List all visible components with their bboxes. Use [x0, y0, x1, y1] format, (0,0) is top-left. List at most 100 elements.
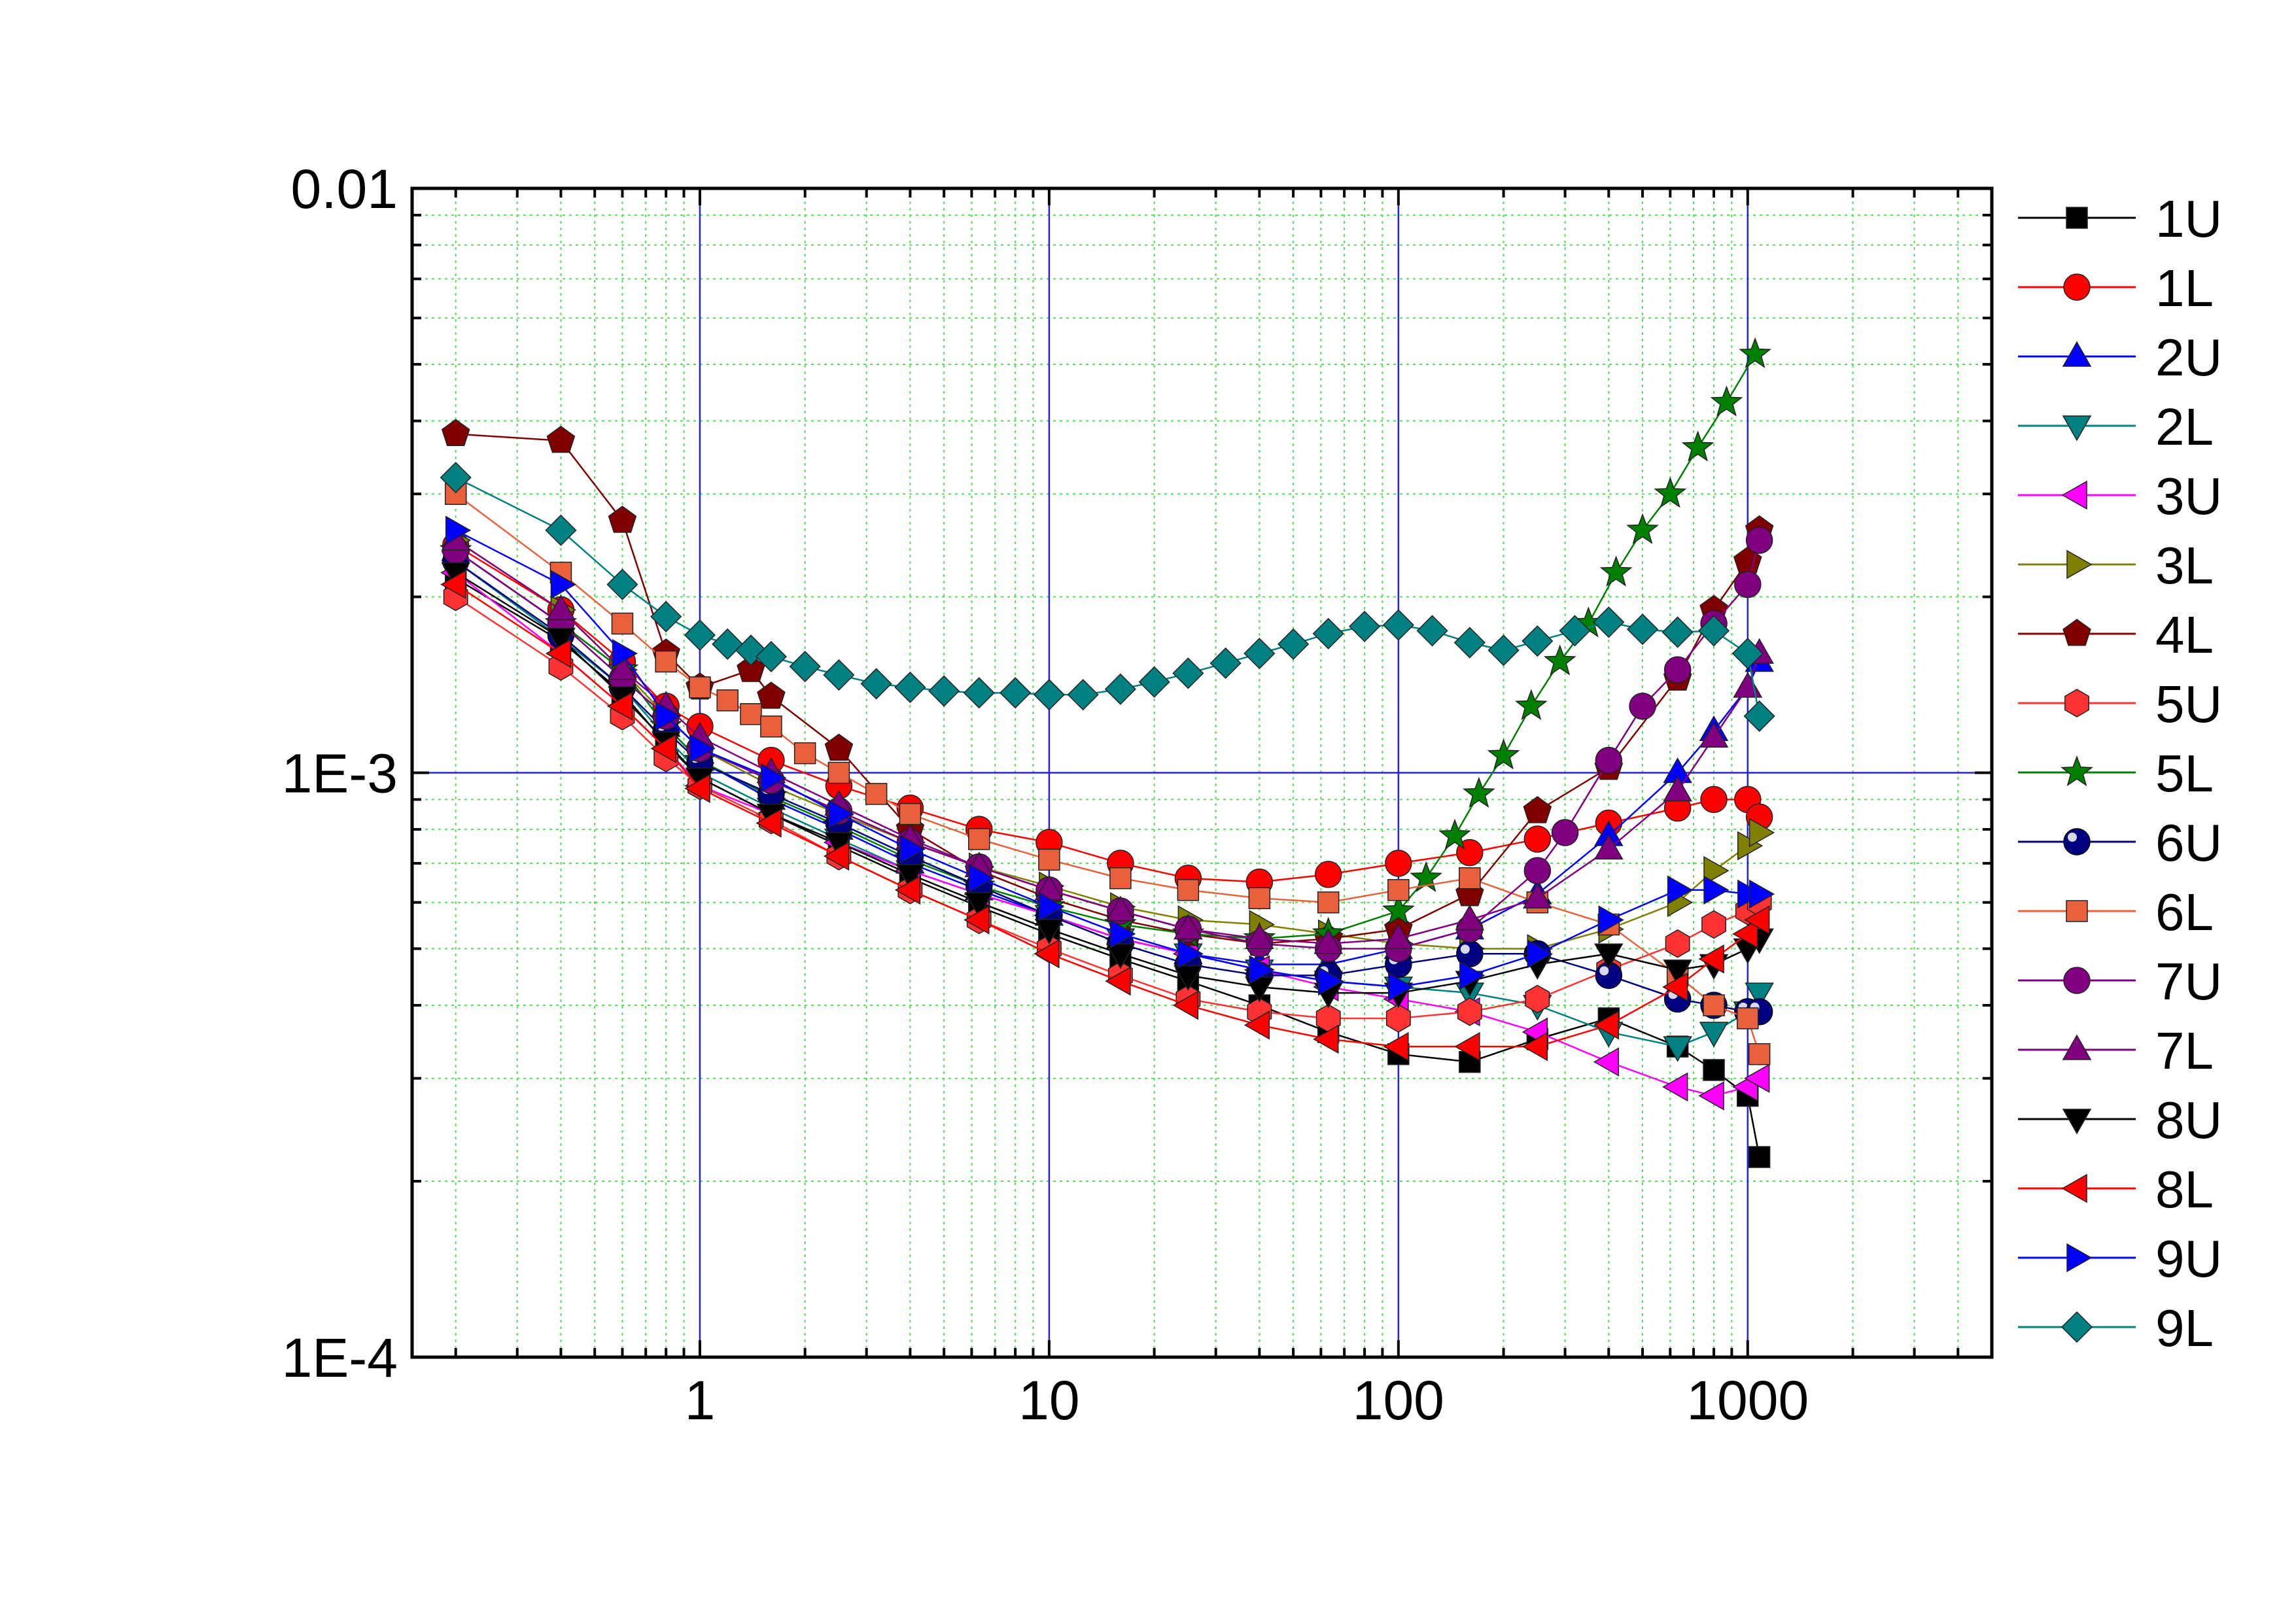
data-point-9L — [1661, 616, 1694, 648]
legend-marker — [2066, 549, 2093, 579]
axis-layer: 1 10 100 1000 1E-4 1E-3 0.01 — [282, 158, 1992, 1431]
legend-item-5L: 5L — [2018, 744, 2214, 803]
legend-marker — [2062, 619, 2091, 646]
x-tick-label: 10 — [1018, 1370, 1079, 1431]
data-point-5L — [1462, 776, 1495, 808]
data-point-8L — [1313, 1024, 1339, 1054]
data-point-9L — [1522, 625, 1554, 657]
data-point-9L — [1033, 679, 1065, 711]
data-point-6L — [899, 803, 922, 825]
data-point-7U — [1663, 656, 1692, 683]
data-point-9L — [1697, 615, 1730, 647]
legend-item-5U: 5U — [2018, 675, 2222, 733]
data-point-9L — [712, 628, 744, 660]
data-point-2L — [1699, 1022, 1729, 1048]
data-point-6L — [967, 828, 990, 850]
x-tick-label: 1 — [685, 1370, 716, 1431]
data-point-7L — [1313, 928, 1343, 954]
data-point-8U — [1594, 943, 1624, 969]
data-point-9L — [1000, 677, 1032, 709]
data-point-9U — [550, 570, 576, 599]
data-point-9U — [1177, 939, 1204, 969]
data-point-8L — [545, 638, 572, 668]
legend-marker — [2066, 900, 2088, 922]
data-point-4L — [757, 682, 786, 709]
legend-label: 9U — [2155, 1230, 2222, 1288]
data-point-6L — [827, 761, 850, 784]
legend-label: 8U — [2155, 1091, 2222, 1149]
legend-label: 8L — [2155, 1160, 2214, 1218]
legend-item-6U: 6U — [2018, 814, 2222, 872]
data-point-9L — [928, 675, 960, 707]
data-point-8L — [1383, 1031, 1409, 1062]
data-point-9L — [1312, 617, 1344, 649]
y-tick-label: 1E-4 — [282, 1327, 398, 1389]
data-point-1U — [1748, 1146, 1771, 1168]
data-point-5L — [1514, 689, 1548, 720]
data-point-8L — [1172, 990, 1199, 1020]
data-point-9L — [789, 650, 821, 683]
data-point-5L — [1710, 385, 1743, 417]
data-point-9U — [1388, 972, 1414, 1002]
legend-item-1U: 1U — [2018, 190, 2222, 248]
data-point-6L — [1459, 867, 1481, 890]
data-point-9U — [1459, 961, 1486, 990]
data-point-1L — [1385, 850, 1412, 877]
legend-marker — [2061, 1173, 2087, 1203]
data-point-8L — [1744, 905, 1770, 935]
data-point-9U — [689, 734, 716, 763]
data-point-3U — [1698, 1081, 1724, 1111]
series-line-6U — [455, 561, 1760, 1013]
data-point-9L — [823, 659, 855, 691]
data-point-6L — [1038, 848, 1060, 871]
data-point-9U — [1527, 939, 1553, 969]
data-point-6L — [1177, 879, 1200, 901]
legend-marker — [2062, 415, 2092, 441]
x-tick-label: 100 — [1353, 1370, 1444, 1431]
legend-item-6L: 6L — [2018, 883, 2214, 941]
legend-marker — [2062, 1109, 2092, 1135]
data-point-5L — [1599, 555, 1633, 587]
series-6L — [444, 483, 1771, 1065]
data-point-9L — [1731, 638, 1764, 670]
data-point-7L — [1245, 923, 1274, 950]
data-point-9L — [755, 640, 787, 673]
data-point-6L — [1737, 1007, 1759, 1029]
data-point-8U — [1105, 943, 1136, 969]
series-line-9U — [455, 529, 1760, 988]
data-point-6L — [740, 703, 762, 725]
data-point-4L — [608, 506, 637, 533]
data-point-6L — [611, 612, 634, 635]
data-point-8L — [1522, 1031, 1548, 1062]
legend-marker — [2064, 689, 2089, 717]
data-point-7U — [1523, 857, 1552, 884]
legend-item-8U: 8U — [2018, 1091, 2222, 1149]
legend-marker — [2062, 341, 2092, 367]
data-point-1L — [1523, 825, 1552, 853]
data-point-9U — [1667, 875, 1694, 905]
data-point-8U — [896, 864, 925, 890]
data-point-5L — [1681, 430, 1714, 462]
data-point-9L — [1559, 615, 1591, 647]
legend-item-9L: 9L — [2018, 1299, 2214, 1357]
data-point-9U — [1598, 905, 1624, 935]
data-point-7L — [1383, 923, 1414, 950]
data-point-9L — [1593, 606, 1625, 638]
series-line-5U — [455, 596, 1760, 1020]
legend-marker — [2061, 480, 2087, 510]
data-point-6L — [1703, 994, 1725, 1016]
legend-marker — [2061, 1311, 2093, 1343]
data-point-8U — [1034, 918, 1064, 945]
data-point-9U — [968, 863, 995, 893]
data-point-6L — [655, 650, 677, 673]
legend-item-3U: 3U — [2018, 467, 2222, 525]
legend-marker — [2066, 207, 2088, 229]
legend-label: 4L — [2155, 606, 2214, 664]
data-point-7L — [546, 594, 576, 621]
x-tick-label: 1000 — [1686, 1370, 1809, 1431]
data-point-9L — [545, 514, 577, 546]
legend-label: 7U — [2155, 952, 2222, 1011]
data-point-6L — [1387, 879, 1410, 901]
data-point-8L — [1698, 944, 1724, 974]
